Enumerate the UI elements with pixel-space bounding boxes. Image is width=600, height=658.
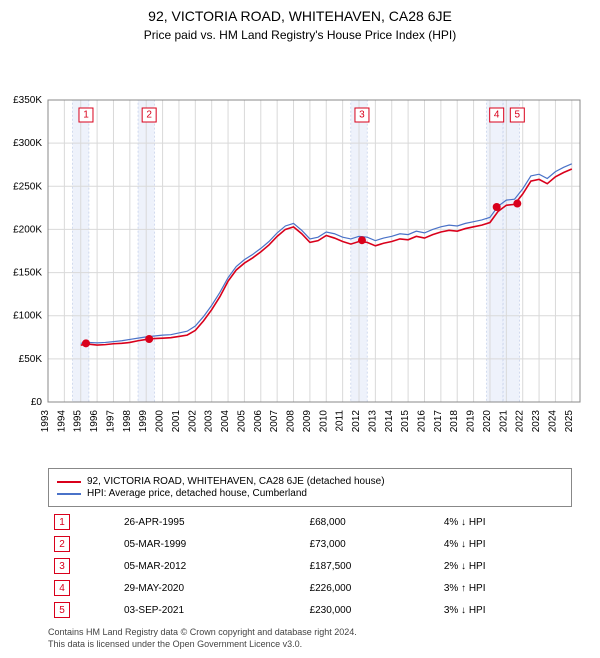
svg-text:1: 1 [83,110,89,121]
svg-text:4: 4 [494,110,500,121]
transaction-delta: 3% ↑ HPI [438,577,572,599]
svg-text:2002: 2002 [187,410,198,433]
svg-text:£350K: £350K [13,95,42,106]
transaction-marker: 2 [54,536,70,552]
transaction-date: 29-MAY-2020 [118,577,304,599]
svg-text:1995: 1995 [73,410,84,433]
legend-item: 92, VICTORIA ROAD, WHITEHAVEN, CA28 6JE … [57,476,563,487]
svg-text:£300K: £300K [13,138,42,149]
svg-text:2012: 2012 [351,410,362,433]
svg-text:2009: 2009 [302,410,313,433]
svg-text:2005: 2005 [236,410,247,433]
svg-text:1996: 1996 [89,410,100,433]
table-row: 5 03-SEP-2021£230,0003% ↓ HPI [48,599,572,621]
svg-text:2020: 2020 [482,410,493,433]
table-row: 4 29-MAY-2020£226,0003% ↑ HPI [48,577,572,599]
svg-text:£50K: £50K [19,354,43,365]
table-row: 1 26-APR-1995£68,0004% ↓ HPI [48,511,572,533]
svg-text:2008: 2008 [286,410,297,433]
legend-swatch [57,481,81,483]
svg-text:2018: 2018 [449,410,460,433]
legend-item: HPI: Average price, detached house, Cumb… [57,488,563,499]
svg-text:2010: 2010 [318,410,329,433]
price-chart: £0 £50K £100K £150K £200K £250K £300K £350K 1993… [0,42,600,462]
footer: Contains HM Land Registry data © Crown c… [48,627,572,650]
legend-label: 92, VICTORIA ROAD, WHITEHAVEN, CA28 6JE … [87,476,385,487]
svg-text:1999: 1999 [138,410,149,433]
transaction-marker: 3 [54,558,70,574]
transaction-price: £230,000 [304,599,438,621]
transaction-price: £187,500 [304,555,438,577]
transaction-delta: 3% ↓ HPI [438,599,572,621]
transaction-delta: 2% ↓ HPI [438,555,572,577]
svg-text:2023: 2023 [531,410,542,433]
svg-text:2003: 2003 [204,410,215,433]
legend-swatch [57,493,81,495]
svg-text:1997: 1997 [105,410,116,433]
transaction-price: £68,000 [304,511,438,533]
svg-text:2014: 2014 [384,410,395,433]
page-title: 92, VICTORIA ROAD, WHITEHAVEN, CA28 6JE [0,8,600,24]
svg-text:£0: £0 [31,397,43,408]
table-row: 3 05-MAR-2012£187,5002% ↓ HPI [48,555,572,577]
svg-text:2006: 2006 [253,410,264,433]
transaction-marker: 4 [54,580,70,596]
footer-line: This data is licensed under the Open Gov… [48,639,572,651]
svg-text:£200K: £200K [13,224,42,235]
transaction-date: 05-MAR-2012 [118,555,304,577]
svg-text:2007: 2007 [269,410,280,433]
transactions-table: 126-APR-1995£68,0004% ↓ HPI205-MAR-1999£… [48,511,572,621]
svg-text:2017: 2017 [433,410,444,433]
svg-text:2001: 2001 [171,410,182,433]
svg-text:2024: 2024 [547,410,558,433]
svg-text:1998: 1998 [122,410,133,433]
svg-text:2019: 2019 [466,410,477,433]
transaction-price: £73,000 [304,533,438,555]
svg-text:2016: 2016 [416,410,427,433]
svg-text:£100K: £100K [13,311,42,322]
footer-line: Contains HM Land Registry data © Crown c… [48,627,572,639]
transaction-delta: 4% ↓ HPI [438,533,572,555]
svg-text:3: 3 [359,110,365,121]
svg-text:2025: 2025 [564,410,575,433]
page-subtitle: Price paid vs. HM Land Registry's House … [0,28,600,42]
svg-text:2000: 2000 [155,410,166,433]
svg-text:2022: 2022 [515,410,526,433]
svg-text:2: 2 [146,110,152,121]
svg-text:2013: 2013 [367,410,378,433]
transaction-date: 26-APR-1995 [118,511,304,533]
svg-text:2011: 2011 [335,410,346,432]
table-row: 2 05-MAR-1999£73,0004% ↓ HPI [48,533,572,555]
transaction-marker: 1 [54,514,70,530]
legend: 92, VICTORIA ROAD, WHITEHAVEN, CA28 6JE … [48,468,572,507]
transaction-marker: 5 [54,602,70,618]
transaction-delta: 4% ↓ HPI [438,511,572,533]
transaction-date: 05-MAR-1999 [118,533,304,555]
transaction-price: £226,000 [304,577,438,599]
svg-text:1993: 1993 [40,410,51,433]
svg-text:2015: 2015 [400,410,411,433]
svg-text:£150K: £150K [13,268,42,279]
svg-text:2021: 2021 [498,410,509,433]
svg-text:2004: 2004 [220,410,231,433]
svg-text:1994: 1994 [56,410,67,433]
legend-label: HPI: Average price, detached house, Cumb… [87,488,307,499]
transaction-date: 03-SEP-2021 [118,599,304,621]
svg-text:5: 5 [515,110,521,121]
svg-text:£250K: £250K [13,181,42,192]
